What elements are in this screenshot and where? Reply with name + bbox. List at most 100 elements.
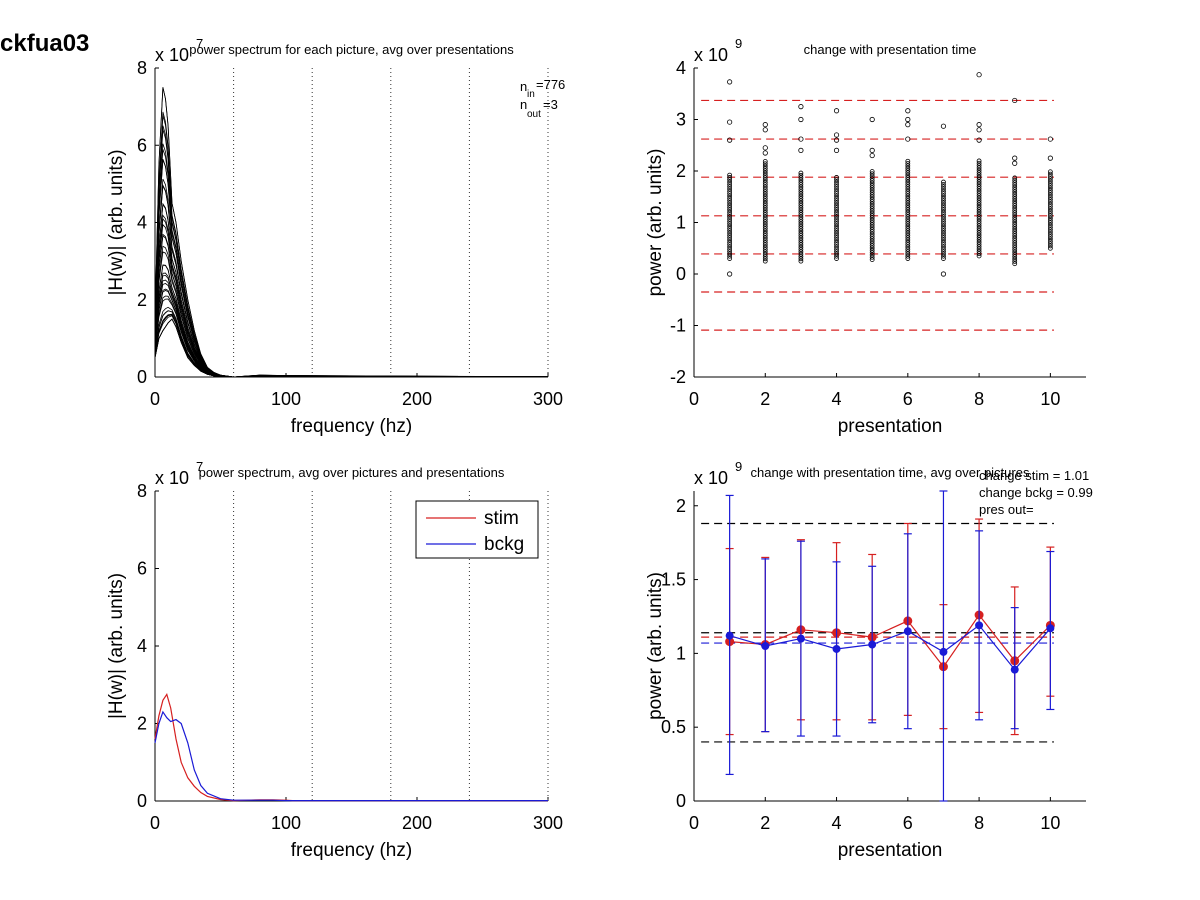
data-point [869,229,875,235]
data-point [976,72,982,78]
data-point [727,216,733,222]
data-point [798,237,804,243]
data-point [798,214,804,220]
data-point [762,240,768,245]
axis-exponent-power: 7 [196,36,203,51]
data-point [798,256,804,262]
data-point [869,152,875,159]
data-point [834,228,839,234]
data-point [762,159,768,164]
data-point [1047,245,1053,251]
data-point [762,221,768,227]
data-point [976,191,982,196]
data-point [941,219,946,224]
spectrum-line [154,290,549,378]
data-point [1047,169,1053,175]
data-point [869,185,875,191]
y-tick-label: 2 [137,290,147,310]
data-point [941,223,946,229]
data-point [798,179,804,185]
spectrum-line [154,264,549,378]
data-point [727,242,733,248]
data-point [727,249,733,254]
data-point [798,247,804,252]
data-point [762,175,768,181]
data-point [834,251,839,257]
data-point [905,223,911,229]
x-tick-label: 10 [1040,389,1060,409]
spectrum-line [154,202,549,378]
data-point [941,195,946,201]
data-point [762,210,768,215]
data-point [905,244,911,250]
data-point [869,250,875,256]
data-point [833,147,840,153]
data-point [798,219,804,225]
data-point [798,189,804,195]
spectrum-line [154,318,548,378]
data-point [941,253,946,259]
spectrum-line [154,295,549,378]
data-point [869,247,875,253]
data-point [905,188,911,194]
data-point [1047,187,1053,193]
data-point [976,172,982,178]
x-tick-label: 300 [533,389,563,409]
data-point [1012,182,1018,188]
data-point [905,246,911,252]
spectrum-line [154,143,549,378]
y-axis-label: power (arb. units) [645,149,666,297]
data-point [905,251,911,257]
data-point [976,181,982,187]
data-point [941,184,946,190]
data-point [976,248,982,254]
spectrum-line [154,272,548,378]
x-tick-label: 2 [760,389,770,409]
y-tick-label: 4 [137,213,147,233]
data-point [834,230,839,236]
data-point [798,228,804,234]
spectrum-line [154,149,549,378]
data-point [1047,190,1053,196]
spectrum-line [154,178,549,378]
spectrum-line [154,310,548,378]
data-point [798,240,804,245]
spectrum-line [154,125,549,378]
chart-title: power spectrum for each picture, avg ove… [189,42,514,57]
data-point [798,217,804,222]
data-point [976,167,982,173]
data-point [976,246,982,252]
data-point [1012,238,1018,243]
spectrum-line [154,313,548,378]
data-point [762,150,768,156]
data-point [1047,206,1053,212]
data-point [1047,238,1053,244]
data-point [905,235,911,241]
chart-title: change with presentation time [804,42,977,57]
data-point [941,193,946,199]
data-point [1012,155,1018,161]
chart-title: change with presentation time, avg over … [751,465,1030,480]
data-point [869,222,875,228]
spectrum-line [154,159,549,378]
series-line-bckg [729,624,1051,671]
data-point [727,175,733,180]
data-point [834,235,839,241]
annotation-text: pres out= [979,502,1034,517]
x-tick-label: 0 [150,813,160,833]
x-tick-label: 6 [903,389,913,409]
data-point [976,214,982,219]
axis-exponent: x 10 [694,45,728,65]
n-out-value: =3 [543,97,558,112]
data-point [727,230,733,236]
data-point [1047,194,1053,200]
n-out-sub: out [527,109,541,120]
data-point [762,214,768,220]
data-point [798,177,804,183]
data-point [727,184,733,190]
data-point [1012,245,1018,250]
spectrum-line [154,288,549,378]
data-point [834,191,839,197]
data-point [1012,235,1018,241]
